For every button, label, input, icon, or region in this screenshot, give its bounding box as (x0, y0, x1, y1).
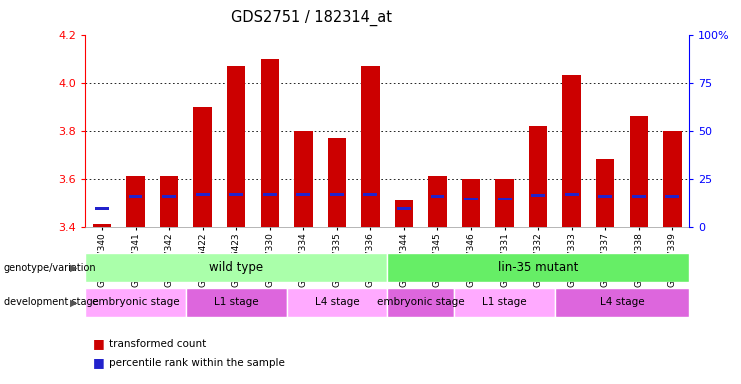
Bar (665, 195, 679, 198)
Bar (296, 193, 310, 195)
Text: lin-35 mutant: lin-35 mutant (498, 262, 578, 274)
Text: percentile rank within the sample: percentile rank within the sample (109, 358, 285, 368)
Bar (196, 193, 210, 195)
Bar (227, 66, 245, 227)
Text: L1 stage: L1 stage (214, 297, 259, 308)
Bar (428, 176, 447, 227)
Bar (229, 193, 243, 195)
Bar (294, 131, 313, 227)
Bar (630, 116, 648, 227)
Bar (464, 197, 478, 200)
Text: genotype/variation: genotype/variation (4, 263, 96, 273)
Bar (632, 195, 645, 198)
Bar (395, 200, 413, 227)
Bar (85, 288, 186, 317)
Bar (261, 59, 279, 227)
Text: ▶: ▶ (70, 297, 78, 308)
Text: ▶: ▶ (70, 263, 78, 273)
Bar (387, 253, 689, 282)
Bar (85, 253, 387, 282)
Bar (397, 207, 411, 210)
Text: GDS2751 / 182314_at: GDS2751 / 182314_at (230, 10, 392, 26)
Text: ■: ■ (93, 356, 104, 369)
Bar (328, 138, 346, 227)
Bar (93, 224, 111, 227)
Bar (498, 197, 511, 200)
Text: L1 stage: L1 stage (482, 297, 527, 308)
Bar (562, 75, 581, 227)
Bar (186, 288, 287, 317)
Bar (529, 126, 548, 227)
Bar (263, 193, 276, 195)
Bar (193, 107, 212, 227)
Bar (598, 195, 612, 198)
Bar (361, 66, 379, 227)
Bar (129, 195, 142, 198)
Bar (387, 288, 454, 317)
Bar (287, 288, 387, 317)
Bar (555, 288, 689, 317)
Bar (531, 194, 545, 197)
Bar (496, 179, 514, 227)
Bar (162, 195, 176, 198)
Text: L4 stage: L4 stage (314, 297, 359, 308)
Bar (565, 193, 579, 195)
Text: embryonic stage: embryonic stage (92, 297, 179, 308)
Bar (663, 131, 682, 227)
Text: transformed count: transformed count (109, 339, 206, 349)
Bar (596, 159, 614, 227)
Bar (95, 207, 109, 210)
Text: ■: ■ (93, 337, 104, 350)
Text: L4 stage: L4 stage (599, 297, 645, 308)
Bar (462, 179, 480, 227)
Bar (431, 195, 445, 198)
Text: wild type: wild type (209, 262, 263, 274)
Bar (330, 193, 344, 195)
Bar (364, 193, 377, 195)
Bar (126, 176, 144, 227)
Bar (454, 288, 555, 317)
Bar (160, 176, 179, 227)
Text: embryonic stage: embryonic stage (377, 297, 465, 308)
Text: development stage: development stage (4, 297, 99, 308)
